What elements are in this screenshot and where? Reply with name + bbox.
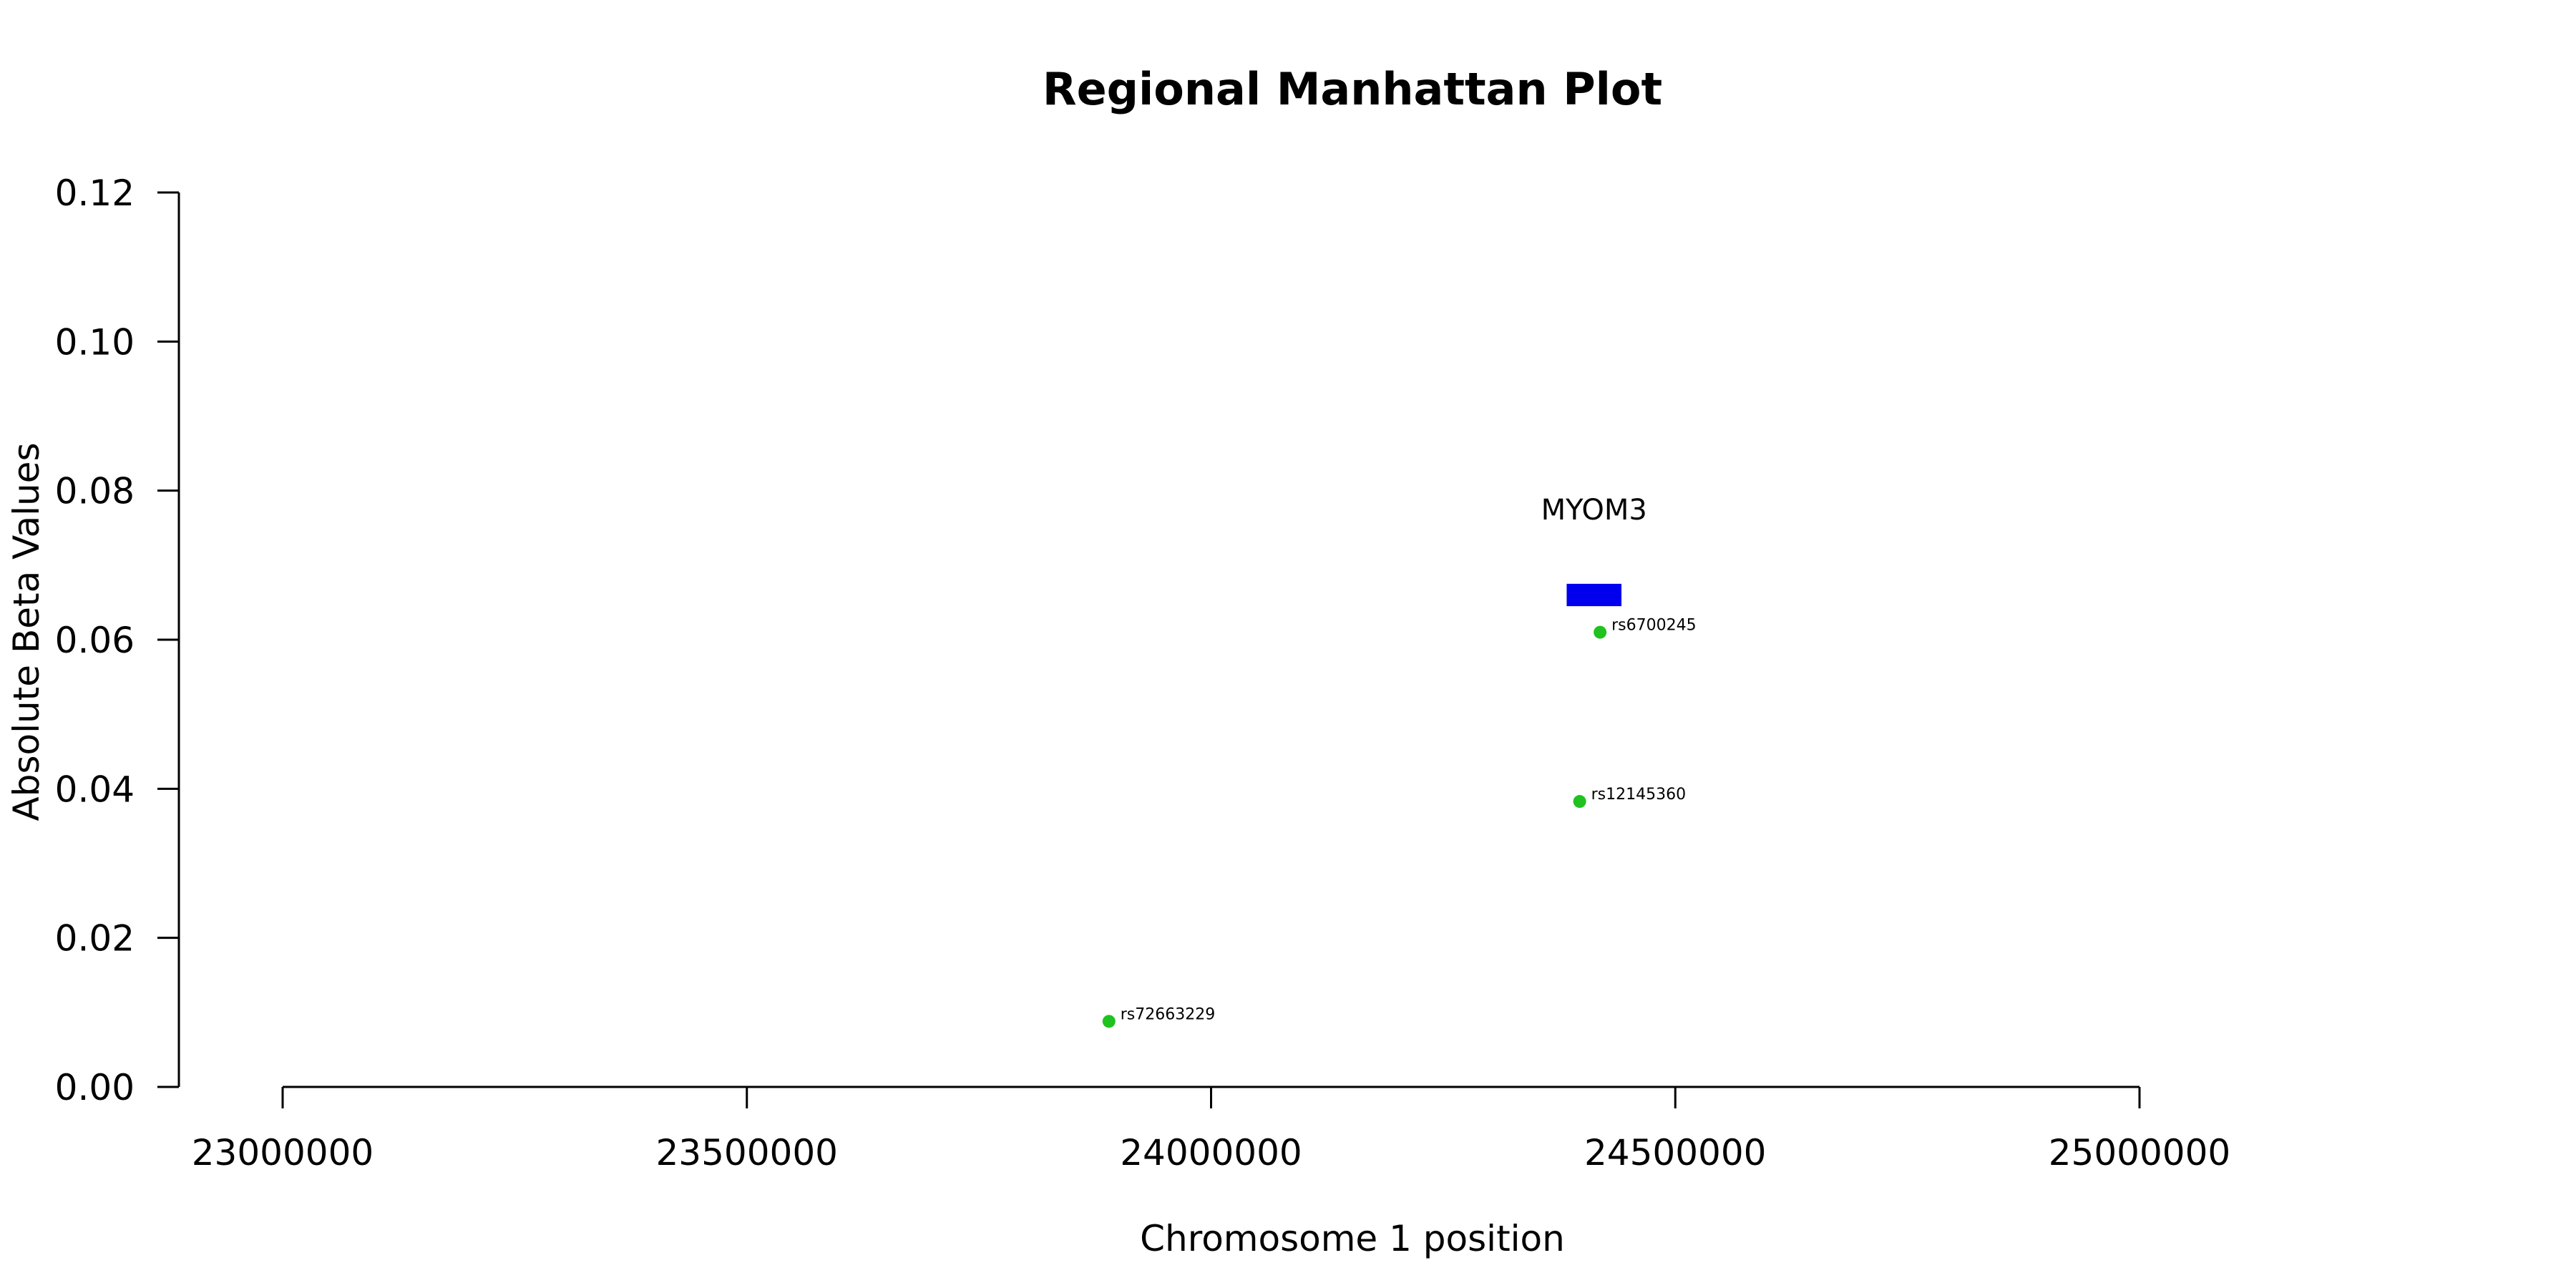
snp-point	[1594, 625, 1607, 639]
x-axis-label: Chromosome 1 position	[1140, 1218, 1565, 1259]
x-tick-label: 25000000	[2049, 1132, 2231, 1174]
gene-label: MYOM3	[1541, 494, 1647, 527]
x-tick-label: 24500000	[1584, 1132, 1767, 1174]
y-tick-label: 0.08	[55, 471, 135, 512]
x-tick-label: 23500000	[656, 1132, 839, 1174]
y-tick-label: 0.02	[55, 918, 135, 960]
snp-point	[1573, 795, 1586, 809]
y-tick-label: 0.06	[55, 620, 135, 661]
y-tick-label: 0.04	[55, 769, 135, 810]
y-tick-label: 0.10	[55, 321, 135, 363]
chart-title: Regional Manhattan Plot	[1043, 63, 1662, 115]
snp-label: rs6700245	[1611, 617, 1697, 635]
chart-marks: MYOM3 rs72663229 rs12145360 rs6700245	[1102, 494, 1697, 1028]
gene-rect	[1566, 583, 1621, 607]
y-tick-label: 0.00	[55, 1067, 135, 1108]
x-tick-label: 23000000	[192, 1132, 374, 1174]
y-tick-label: 0.12	[55, 172, 135, 214]
y-axis-label: Absolute Beta Values	[6, 443, 47, 821]
x-tick-label: 24000000	[1120, 1132, 1302, 1174]
snp-point	[1102, 1015, 1116, 1028]
snp-label: rs72663229	[1121, 1005, 1215, 1023]
snp-label: rs12145360	[1591, 786, 1686, 804]
axes: 0.00 0.02 0.04 0.06 0.08 0.10 0.12 23000000 2350…	[55, 172, 2231, 1174]
